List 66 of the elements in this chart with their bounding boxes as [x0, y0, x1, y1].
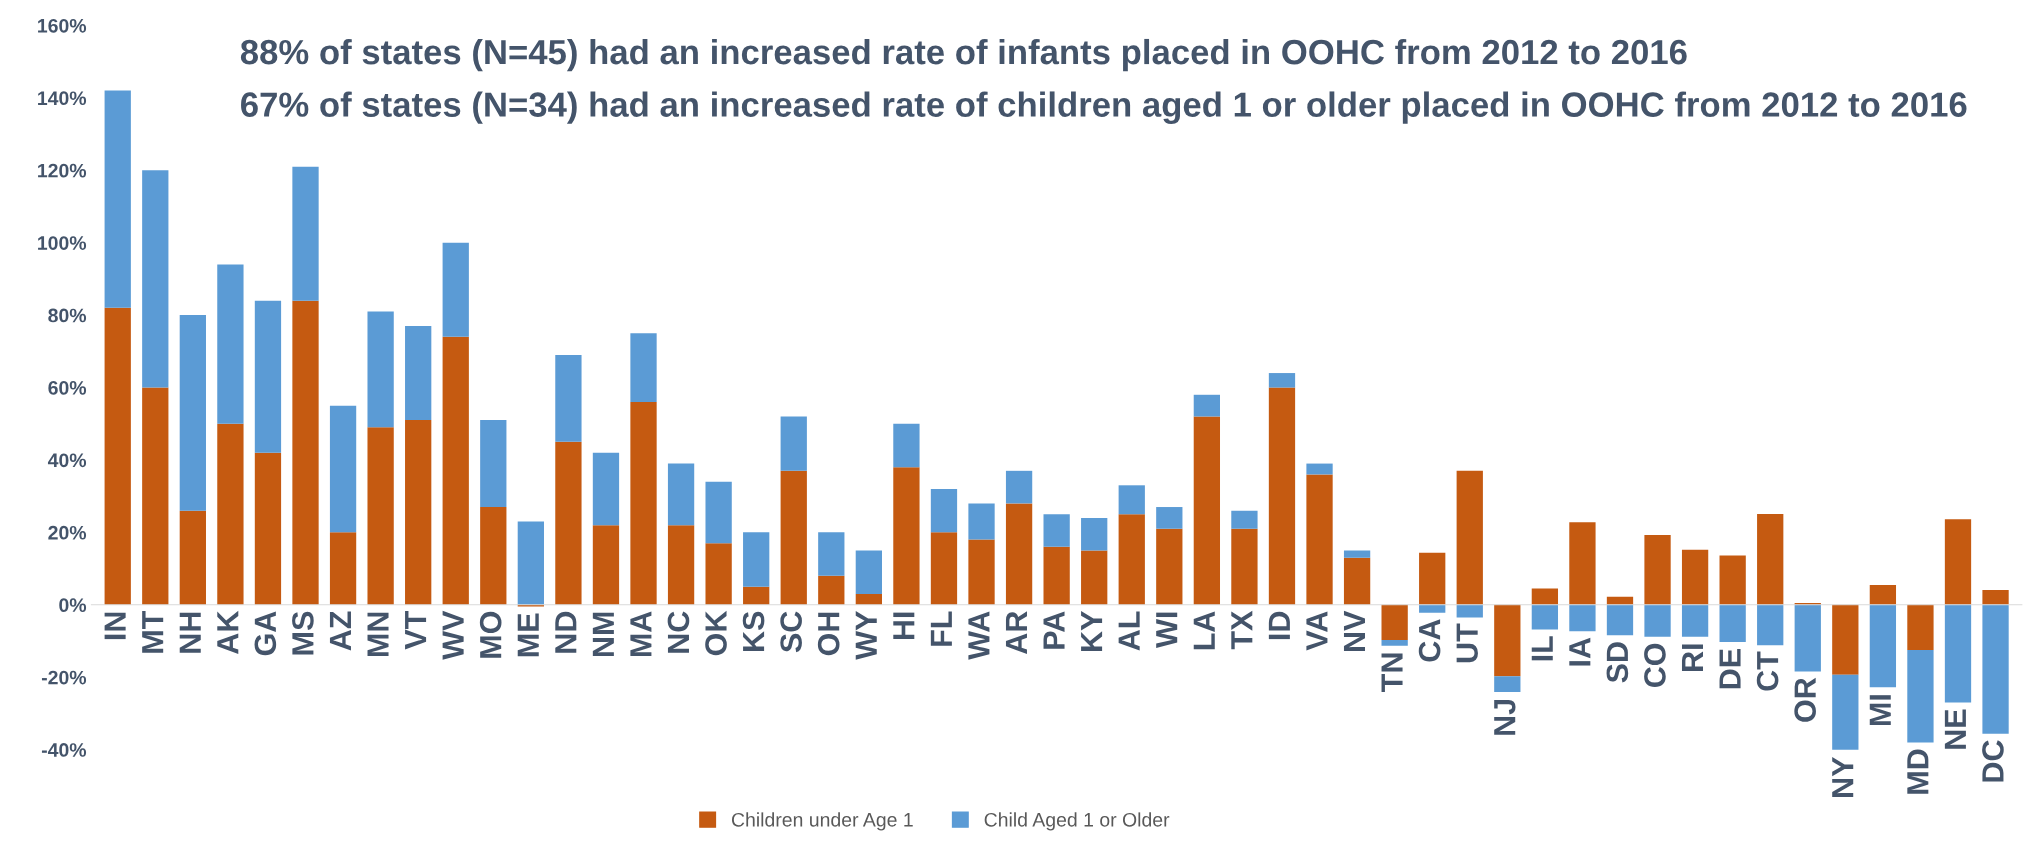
- x-tick-label: CT: [1756, 651, 1779, 691]
- x-tick-label: TN: [1381, 653, 1403, 692]
- x-tick-label: CA: [1418, 619, 1441, 662]
- x-tick-label: CO: [1644, 643, 1666, 688]
- x-tick-label: HI: [893, 612, 915, 640]
- x-tick-label: WI: [1156, 612, 1178, 648]
- y-tick-label: 120%: [38, 163, 87, 178]
- x-tick-label: MN: [367, 612, 389, 657]
- x-tick-label: AK: [217, 610, 239, 654]
- y-tick-label: 160%: [38, 18, 87, 33]
- x-tick-label: NY: [1832, 757, 1854, 797]
- x-tick-label: ME: [517, 613, 539, 657]
- x-tick-label: KY: [1081, 611, 1103, 651]
- x-tick-label: VT: [405, 610, 427, 650]
- x-tick-label: OR: [1794, 677, 1816, 722]
- x-tick-label: MO: [479, 611, 502, 658]
- legend-label: Child Aged 1 or Older: [984, 812, 1170, 831]
- annotation: 88% of states (N=45) had an increased rate of infants placed in OOHC from 2012 to 2016: [240, 38, 1687, 72]
- x-tick-label: NJ: [1494, 699, 1516, 735]
- x-tick-label: SC: [780, 611, 802, 653]
- x-tick-label: NE: [1944, 709, 1966, 749]
- x-tick-label: ID: [1268, 611, 1290, 640]
- x-tick-label: SD: [1606, 642, 1629, 683]
- x-tick-label: DE: [1719, 649, 1741, 689]
- y-tick-label: 100%: [38, 236, 87, 250]
- x-tick-label: LA: [1193, 611, 1215, 650]
- x-tick-label: TX: [1231, 610, 1253, 650]
- x-tick-label: OK: [705, 610, 727, 656]
- y-tick-label: 140%: [38, 91, 87, 106]
- x-tick-label: ND: [555, 611, 577, 653]
- x-tick-label: IL: [1531, 636, 1553, 661]
- x-tick-label: OH: [817, 612, 840, 656]
- x-tick-label: VA: [1306, 611, 1328, 651]
- x-tick-label: MA: [630, 611, 652, 657]
- x-tick-label: IA: [1569, 637, 1591, 666]
- y-tick-label: 60%: [48, 381, 87, 395]
- x-tick-label: MD: [1907, 749, 1929, 794]
- x-tick-label: IN: [104, 612, 126, 640]
- y-tick-label: 0%: [59, 598, 87, 613]
- x-tick-label: NH: [179, 612, 201, 653]
- x-tick-label: KS: [742, 611, 765, 651]
- x-tick-label: MT: [142, 610, 164, 653]
- y-tick-label: 80%: [48, 308, 87, 323]
- x-tick-label: WV: [442, 610, 464, 660]
- x-tick-label: UT: [1456, 623, 1478, 663]
- y-tick-label: 40%: [47, 453, 87, 468]
- x-tick-label: AZ: [329, 611, 351, 651]
- x-tick-label: AR: [1005, 611, 1027, 654]
- x-tick-label: NC: [667, 611, 690, 653]
- annotation: 67% of states (N=34) had an increased rate of children aged 1 or older placed in OOHC from 2012 to 2016: [241, 91, 1967, 124]
- x-tick-label: FL: [930, 611, 952, 646]
- x-tick-label: WY: [855, 611, 877, 660]
- x-tick-label: GA: [254, 611, 277, 656]
- x-tick-label: WA: [968, 611, 990, 660]
- x-tick-label: MI: [1869, 695, 1891, 726]
- y-tick-label: 20%: [48, 525, 87, 540]
- y-tick-label: -20%: [41, 670, 87, 685]
- x-tick-label: NM: [592, 612, 614, 657]
- x-tick-label: RI: [1681, 644, 1703, 671]
- x-tick-label: PA: [1043, 611, 1065, 649]
- x-tick-label: DC: [1982, 740, 2004, 782]
- x-tick-label: NV: [1343, 610, 1365, 651]
- x-tick-label: AL: [1118, 611, 1140, 651]
- y-tick-label: -40%: [41, 743, 87, 757]
- x-tick-label: MS: [292, 611, 314, 655]
- legend-label: Children under Age 1: [731, 812, 913, 831]
